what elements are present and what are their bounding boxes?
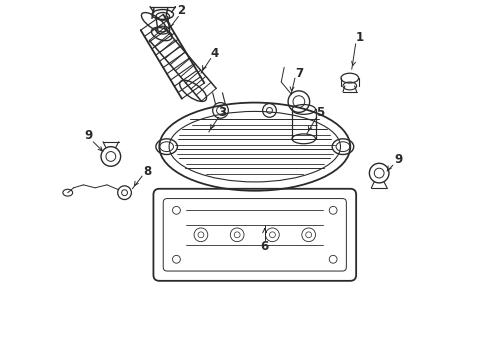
Text: 8: 8 — [143, 165, 151, 177]
Text: 2: 2 — [177, 4, 185, 17]
Text: 5: 5 — [316, 106, 324, 119]
Text: 4: 4 — [211, 47, 219, 60]
Text: 7: 7 — [295, 67, 303, 80]
Text: 9: 9 — [84, 129, 93, 143]
Text: 9: 9 — [394, 153, 403, 166]
Text: 6: 6 — [261, 240, 269, 253]
Text: 1: 1 — [356, 31, 364, 44]
Text: 3: 3 — [219, 106, 226, 119]
